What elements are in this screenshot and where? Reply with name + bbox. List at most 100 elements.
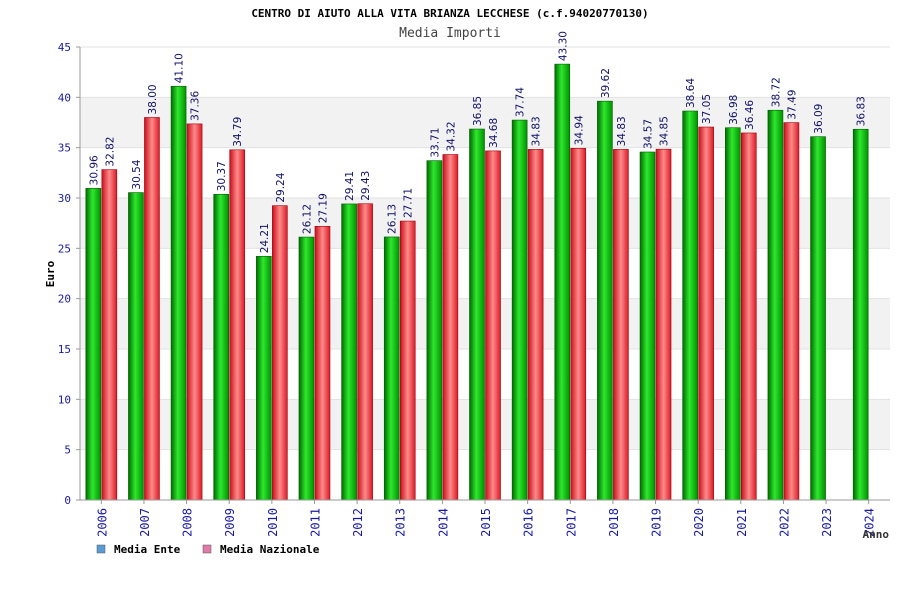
bar-media-nazionale xyxy=(399,220,416,501)
value-label: 34.32 xyxy=(445,121,457,151)
y-tick-label: 35 xyxy=(58,142,71,155)
bar-media-ente xyxy=(511,119,528,501)
legend: Media Ente Media Nazionale xyxy=(96,543,320,556)
bar-media-ente xyxy=(810,136,826,501)
x-tick-label: 2022 xyxy=(777,508,791,537)
bar-media-nazionale xyxy=(186,123,203,501)
x-tick-label: 2014 xyxy=(436,508,450,537)
value-label: 29.24 xyxy=(275,172,287,202)
value-label: 29.43 xyxy=(360,171,372,201)
bar-media-nazionale xyxy=(570,147,587,501)
bar-media-nazionale xyxy=(272,205,288,501)
bar-media-nazionale xyxy=(357,203,373,501)
value-label: 34.94 xyxy=(573,115,585,145)
bar-media-ente xyxy=(682,110,698,501)
value-label: 32.82 xyxy=(104,137,116,167)
value-label: 30.54 xyxy=(131,159,143,189)
value-label: 26.13 xyxy=(387,204,399,234)
value-label: 33.71 xyxy=(429,128,441,158)
value-label: 34.57 xyxy=(643,119,655,149)
bar-media-nazionale xyxy=(144,117,160,501)
bar-media-nazionale xyxy=(740,132,757,501)
x-tick-label: 2010 xyxy=(266,508,280,537)
bar-media-ente xyxy=(639,151,656,501)
value-label: 36.83 xyxy=(856,96,868,126)
bar-media-ente xyxy=(341,203,357,501)
value-label: 34.79 xyxy=(232,117,244,147)
bar-media-nazionale xyxy=(229,149,246,501)
x-tick-label: 2007 xyxy=(138,508,152,537)
bar-media-ente xyxy=(170,85,187,501)
value-label: 34.85 xyxy=(659,116,671,146)
value-labels: 30.96 32.82 30.54 38.00 41.10 37.36 30.37 34.79… xyxy=(88,31,867,253)
bar-media-nazionale xyxy=(485,150,501,501)
value-label: 41.10 xyxy=(174,53,186,83)
bar-media-ente xyxy=(213,193,230,501)
value-label: 24.21 xyxy=(259,223,271,253)
value-label: 37.05 xyxy=(701,94,713,124)
bar-media-ente xyxy=(767,109,784,501)
x-tick-label: 2012 xyxy=(351,508,365,537)
x-tick-label: 2017 xyxy=(564,508,578,537)
bar-media-ente xyxy=(554,63,571,501)
value-label: 38.64 xyxy=(685,78,697,108)
bar-media-ente xyxy=(85,188,102,501)
bar-media-nazionale xyxy=(314,225,331,501)
y-axis-ticks: 0 5 10 15 20 25 30 35 40 45 xyxy=(58,41,80,507)
value-label: 37.74 xyxy=(515,87,527,117)
value-label: 34.68 xyxy=(488,118,500,148)
bar-media-ente xyxy=(724,127,741,501)
x-tick-label: 2023 xyxy=(820,508,834,537)
x-tick-label: 2024 xyxy=(863,508,877,537)
bar-media-nazionale xyxy=(783,122,800,501)
y-tick-label: 15 xyxy=(58,343,71,356)
x-tick-label: 2020 xyxy=(692,508,706,537)
y-tick-label: 20 xyxy=(58,293,71,306)
bar-media-ente xyxy=(852,128,869,501)
bar-media-ente xyxy=(128,192,144,501)
x-tick-label: 2006 xyxy=(95,508,109,537)
value-label: 30.96 xyxy=(88,155,100,185)
value-label: 36.85 xyxy=(472,96,484,126)
y-axis-label: Euro xyxy=(44,260,57,287)
x-tick-label: 2018 xyxy=(607,508,621,537)
y-tick-label: 40 xyxy=(58,91,71,104)
y-tick-label: 5 xyxy=(64,444,71,457)
grid-band xyxy=(80,47,890,98)
value-label: 38.00 xyxy=(147,84,159,114)
y-tick-label: 45 xyxy=(58,41,71,54)
value-label: 29.41 xyxy=(344,171,356,201)
value-label: 30.37 xyxy=(216,161,228,191)
y-tick-label: 10 xyxy=(58,393,71,406)
legend-swatch-nazionale xyxy=(202,544,212,554)
value-label: 34.83 xyxy=(531,116,543,146)
legend-swatch-ente xyxy=(96,544,106,554)
value-label: 43.30 xyxy=(557,31,569,61)
value-label: 26.12 xyxy=(301,204,313,234)
x-tick-label: 2016 xyxy=(522,508,536,537)
value-label: 39.62 xyxy=(600,68,612,98)
bar-media-ente xyxy=(383,236,400,501)
value-label: 38.72 xyxy=(770,77,782,107)
y-tick-label: 30 xyxy=(58,192,71,205)
legend-label-nazionale: Media Nazionale xyxy=(220,543,320,556)
bar-media-nazionale xyxy=(527,149,544,501)
value-label: 34.83 xyxy=(616,116,628,146)
x-tick-label: 2009 xyxy=(223,508,237,537)
x-tick-label: 2015 xyxy=(479,508,493,537)
value-label: 27.71 xyxy=(403,188,415,218)
value-label: 36.09 xyxy=(813,104,825,134)
x-tick-label: 2013 xyxy=(394,508,408,537)
bar-media-ente xyxy=(597,100,613,501)
x-tick-label: 2019 xyxy=(650,508,664,537)
y-tick-label: 25 xyxy=(58,242,71,255)
bar-media-ente xyxy=(426,160,443,501)
value-label: 36.46 xyxy=(744,100,756,130)
bar-media-ente xyxy=(469,128,485,501)
y-tick-label: 0 xyxy=(64,494,71,507)
bar-media-ente xyxy=(256,255,272,501)
x-axis-label: Anno xyxy=(863,528,890,541)
x-tick-label: 2021 xyxy=(735,508,749,537)
bars-group xyxy=(85,63,869,501)
